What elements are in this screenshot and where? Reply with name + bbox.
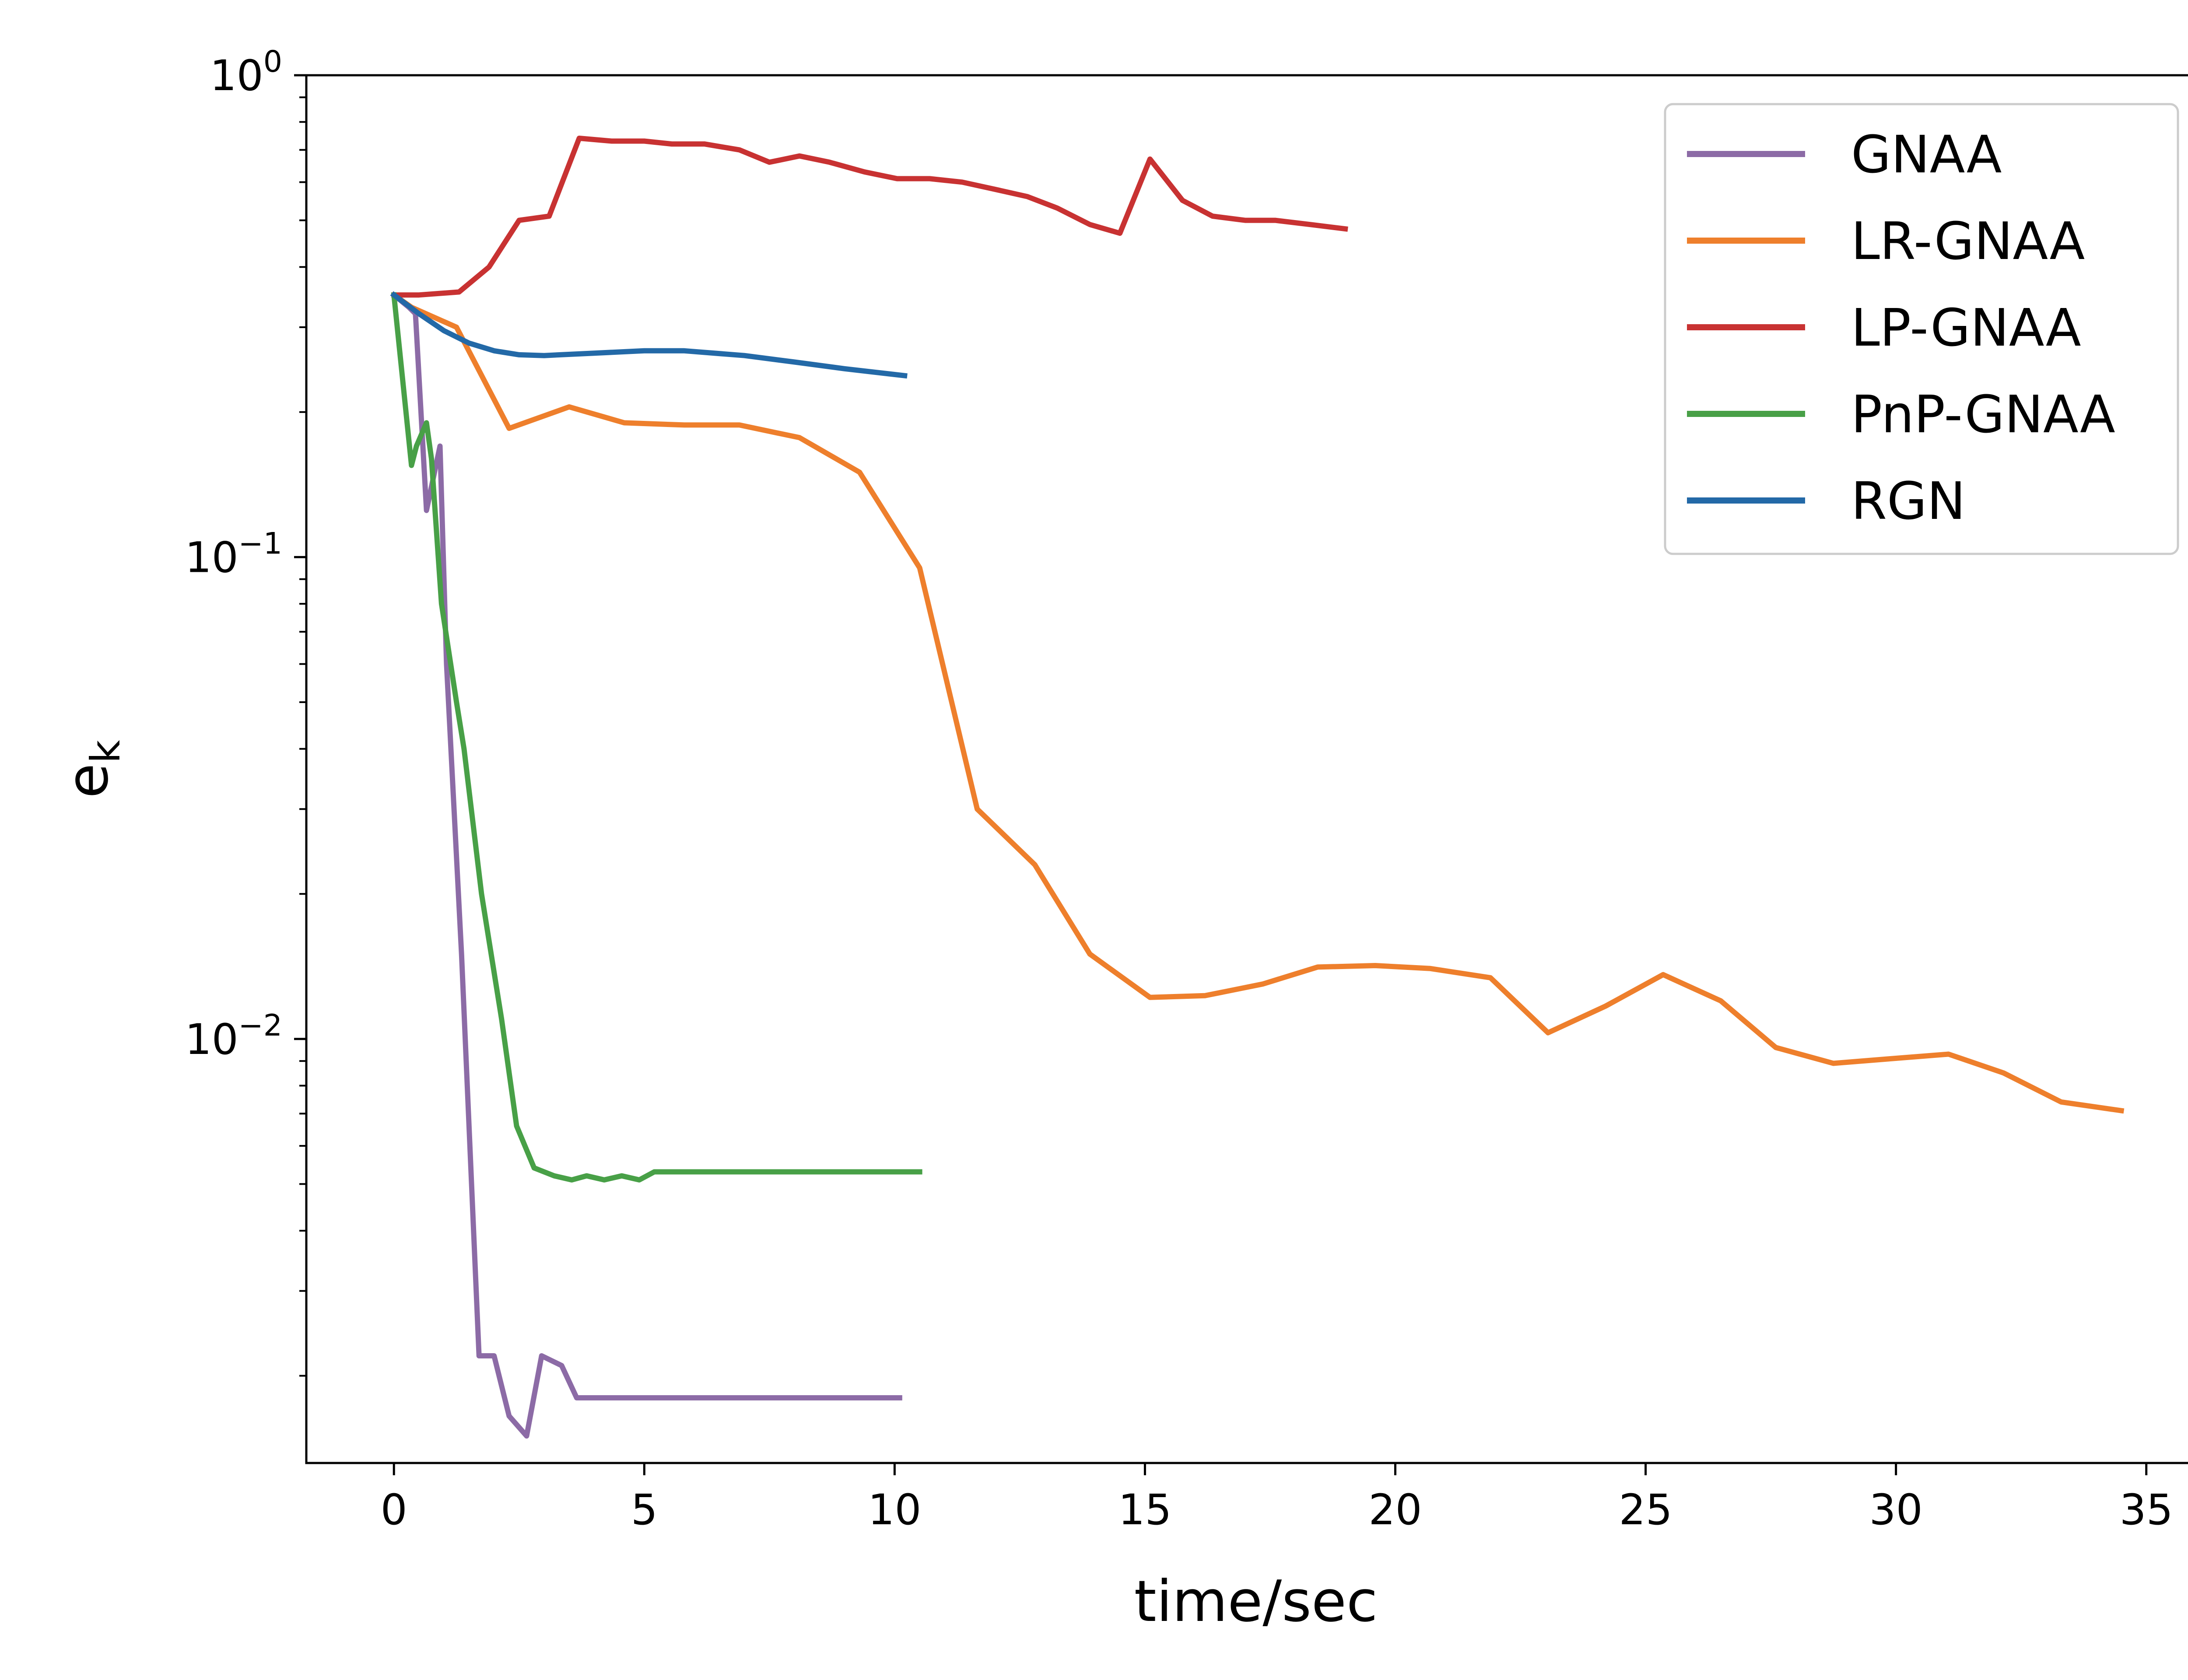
legend-label: PnP-GNAA (1851, 384, 2115, 444)
legend-box (1664, 103, 2179, 555)
y-tick-base: 10 (185, 533, 238, 582)
y-tick-base: 10 (210, 51, 263, 100)
plot-frame (305, 74, 2188, 1464)
y-tick-label: 100 (210, 45, 282, 100)
x-tick-label: 10 (868, 1485, 921, 1534)
series-line-rgn (390, 291, 908, 379)
series-line-lp-gnaa (391, 136, 1348, 298)
legend-label: GNAA (1851, 124, 2002, 185)
legend: GNAA LR-GNAA LP-GNAA PnP-GNAA RGN (1664, 103, 2179, 555)
y-tick-exponent: −2 (238, 1008, 282, 1043)
y-tick-exponent: 0 (263, 45, 282, 79)
y-tick-base: 10 (185, 1015, 238, 1064)
y-tick-exponent: −1 (238, 526, 282, 561)
y-axis-label-main: e (54, 763, 121, 798)
x-tick-label: 0 (381, 1485, 407, 1534)
series-layer (390, 136, 2125, 1439)
x-tick-label: 35 (2120, 1485, 2173, 1534)
series-line-gnaa (390, 291, 902, 1439)
x-tick-label: 20 (1368, 1485, 1422, 1534)
legend-label: LR-GNAA (1851, 211, 2085, 271)
y-axis-label: ek (54, 740, 129, 798)
y-axis-label-sub: k (82, 740, 129, 763)
series-line-lr-gnaa (390, 291, 2125, 1114)
x-axis: 0 5 10 15 20 25 30 35 (381, 1463, 2173, 1534)
series-line-pnp-gnaa (391, 292, 922, 1183)
x-tick-label: 30 (1869, 1485, 1923, 1534)
y-tick-label: 10−1 (185, 526, 282, 582)
x-axis-label: time/sec (1134, 1568, 1378, 1634)
x-tick-label: 5 (631, 1485, 658, 1534)
x-tick-label: 25 (1619, 1485, 1672, 1534)
legend-label: LP-GNAA (1851, 298, 2081, 358)
x-tick-label: 15 (1118, 1485, 1171, 1534)
y-tick-label: 10−2 (185, 1008, 282, 1064)
legend-label: RGN (1851, 471, 1966, 531)
